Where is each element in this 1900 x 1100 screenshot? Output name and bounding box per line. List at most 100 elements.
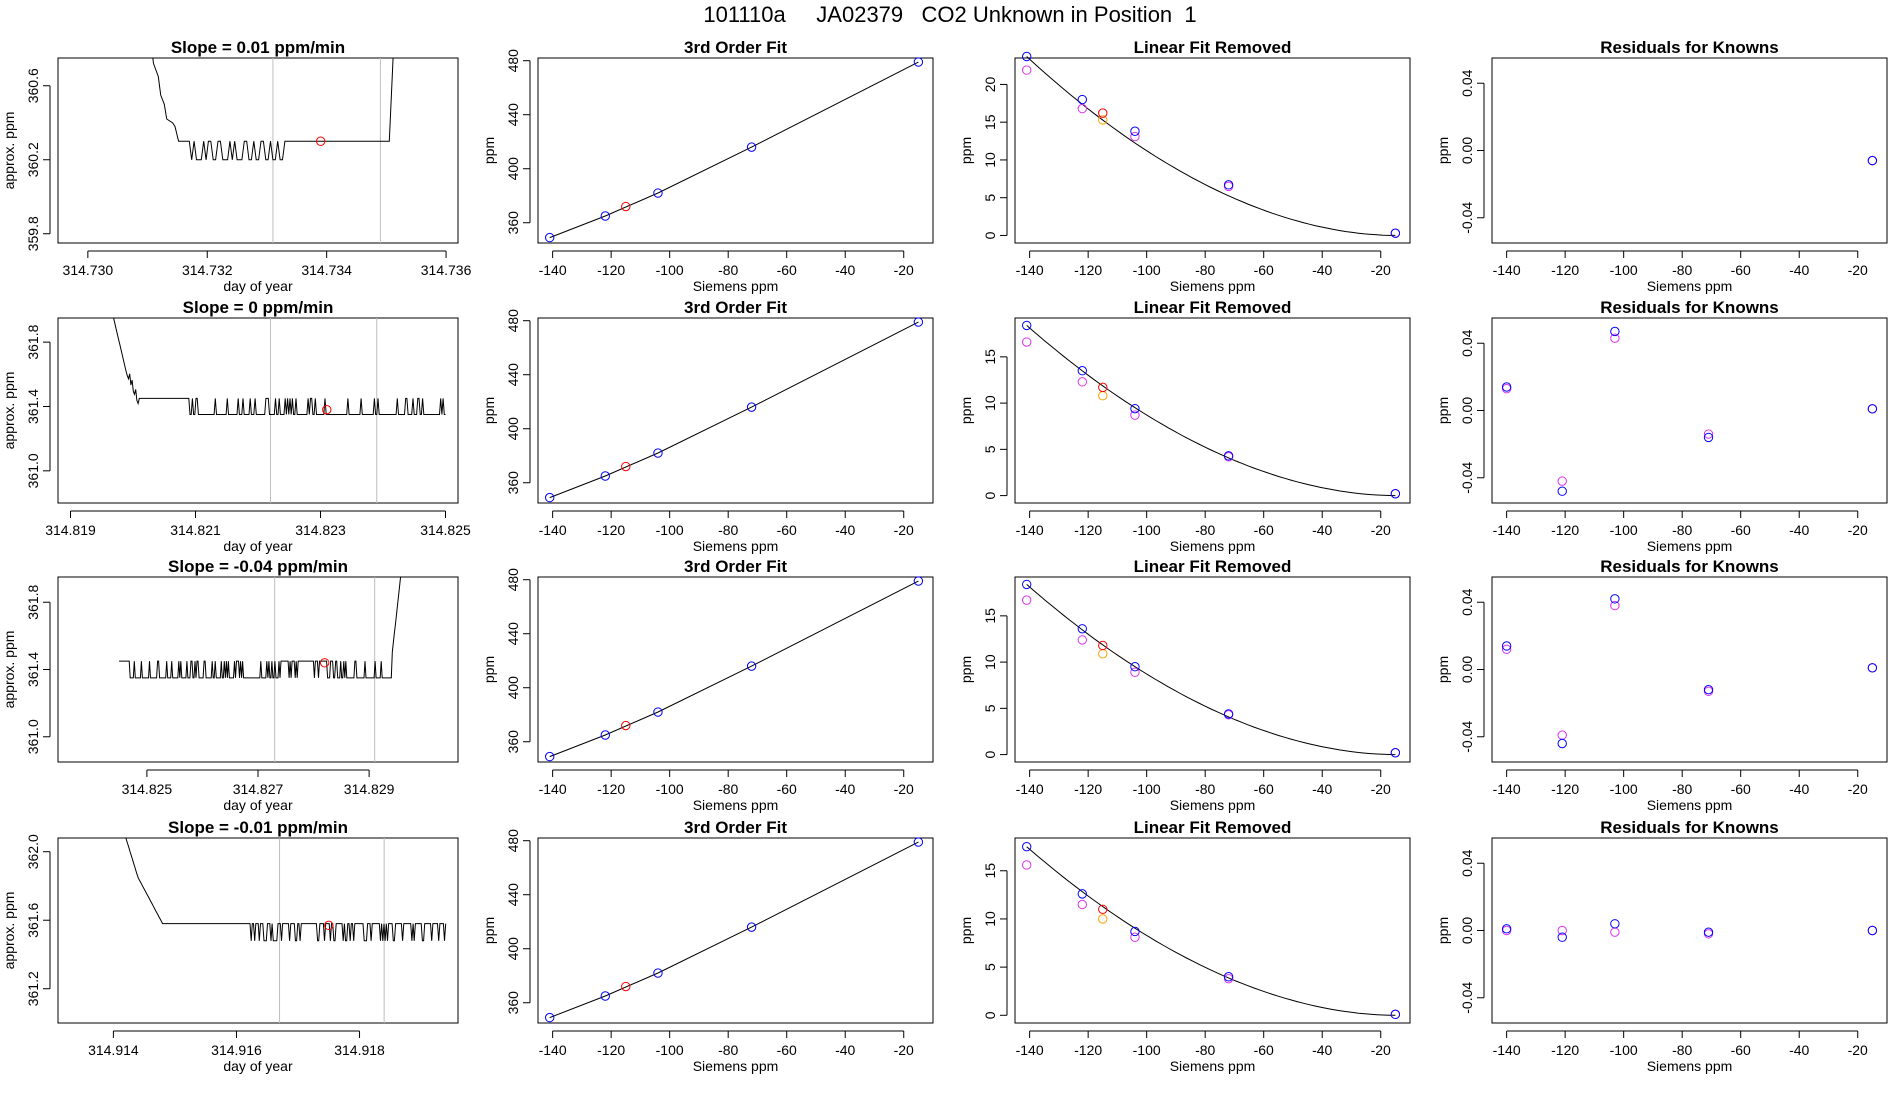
y-tick-label: 10 [982, 152, 998, 168]
standard-point [1390, 748, 1401, 758]
unknown-linear-point [1098, 914, 1108, 924]
residual-linear-point [1610, 927, 1620, 937]
x-tick-label: -60 [1254, 262, 1274, 278]
x-tick-label: -140 [539, 522, 567, 538]
x-tick-label: -40 [1312, 1042, 1332, 1058]
residual-curve [1026, 846, 1396, 1016]
y-tick-label: 361.8 [25, 585, 41, 620]
x-tick-label: -100 [1610, 262, 1638, 278]
residual-point [1867, 404, 1878, 414]
fit-curve [549, 321, 919, 499]
x-tick-label: -20 [1371, 262, 1391, 278]
x-tick-label: -80 [718, 781, 738, 797]
residual-point [1703, 684, 1714, 695]
x-tick-label: -80 [1195, 522, 1215, 538]
y-axis-label: ppm [481, 397, 497, 424]
ppm-trace-line [119, 577, 402, 679]
y-axis-label: ppm [1435, 917, 1451, 944]
plot-frame [1014, 57, 1411, 244]
residual-point [1501, 641, 1512, 651]
unknown-linear-point [1098, 649, 1108, 659]
standard-point [746, 402, 757, 412]
standard-point [1022, 51, 1032, 62]
y-axis-label: approx. ppm [1, 631, 17, 709]
x-tick-label: -60 [777, 522, 797, 538]
y-axis-label: ppm [958, 137, 974, 164]
plot-frame [1491, 57, 1888, 244]
panel-title: Linear Fit Removed [1134, 38, 1292, 57]
y-tick-label: -0.04 [1459, 721, 1475, 753]
x-tick-label: -60 [1731, 522, 1751, 538]
y-tick-label: 361.2 [25, 971, 41, 1006]
unknown-point [1098, 108, 1108, 118]
y-tick-label: 361.0 [25, 453, 41, 488]
standard-point [1223, 180, 1234, 190]
y-tick-label: 15 [982, 349, 998, 365]
x-tick-label: -100 [1610, 781, 1638, 797]
x-tick-label: -80 [1195, 781, 1215, 797]
y-axis-label: approx. ppm [1, 892, 17, 970]
x-tick-label: -140 [1016, 781, 1044, 797]
x-tick-label: -80 [1672, 781, 1692, 797]
plot-frame [57, 576, 459, 763]
standard-point [1130, 662, 1140, 672]
standard-point [1223, 451, 1234, 461]
unknown-point [1098, 904, 1108, 915]
y-axis-label: ppm [481, 656, 497, 683]
x-tick-label: -40 [1312, 781, 1332, 797]
x-tick-label: -60 [1254, 1042, 1274, 1058]
residual-linear-point [1501, 644, 1512, 655]
x-tick-label: -40 [1312, 262, 1332, 278]
panel-title: Linear Fit Removed [1134, 298, 1292, 317]
y-tick-label: -0.04 [1459, 982, 1475, 1014]
standard-point [1130, 126, 1140, 136]
x-axis-label: Siemens ppm [1647, 278, 1733, 294]
x-tick-label: -20 [1371, 781, 1391, 797]
x-tick-label: -100 [1133, 781, 1161, 797]
standard-point [1390, 1009, 1401, 1020]
standard-point [1390, 228, 1401, 238]
y-tick-label: 440 [505, 103, 521, 127]
plot-frame [1491, 317, 1888, 504]
y-tick-label: 480 [505, 309, 521, 333]
x-tick-label: 314.829 [344, 781, 395, 797]
x-axis-label: Siemens ppm [1647, 538, 1733, 554]
x-tick-label: -140 [1493, 781, 1521, 797]
residual-linear-point [1557, 730, 1567, 740]
x-tick-label: -100 [1133, 262, 1161, 278]
plot-frame [1014, 576, 1411, 763]
linear-point [1130, 131, 1140, 142]
panel-title: Linear Fit Removed [1134, 557, 1292, 576]
x-tick-label: -140 [1016, 262, 1044, 278]
y-axis-label: approx. ppm [1, 372, 17, 450]
x-tick-label: -60 [777, 262, 797, 278]
fit-panel: 3rd Order Fit -140 -120 -100 -80 -60 -40 -20 Sie… [481, 557, 934, 813]
residual-point [1557, 486, 1567, 496]
x-tick-label: -100 [1610, 1042, 1638, 1058]
standard-point [1077, 366, 1087, 376]
x-tick-label: -120 [597, 1042, 625, 1058]
y-tick-label: 440 [505, 622, 521, 646]
panel-title: Slope = 0 ppm/min [183, 298, 334, 317]
panel-title: Residuals for Knowns [1600, 38, 1779, 57]
y-tick-label: 0.00 [1459, 917, 1475, 944]
x-tick-label: -120 [1074, 1042, 1102, 1058]
residual-point [1703, 432, 1714, 443]
panel-title: Slope = -0.01 ppm/min [168, 818, 348, 837]
y-tick-label: 359.8 [25, 216, 41, 251]
x-tick-label: -60 [1731, 781, 1751, 797]
y-tick-label: 0.00 [1459, 397, 1475, 424]
standard-point [1223, 709, 1234, 719]
x-tick-label: -40 [1789, 1042, 1809, 1058]
x-tick-label: -40 [1789, 522, 1809, 538]
y-tick-label: 5 [982, 704, 998, 712]
x-axis-label: Siemens ppm [693, 797, 779, 813]
residual-point [1610, 919, 1620, 929]
x-tick-label: -120 [1074, 262, 1102, 278]
linear-point [1130, 667, 1140, 677]
x-tick-label: -40 [835, 262, 855, 278]
y-tick-label: 5 [982, 194, 998, 202]
standard-point [1223, 972, 1234, 982]
x-tick-label: -80 [718, 262, 738, 278]
x-axis-label: day of year [223, 278, 293, 294]
